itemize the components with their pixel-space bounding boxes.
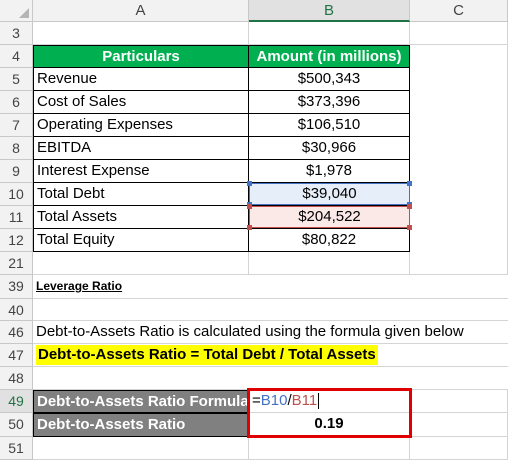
ref-handle[interactable] [407,225,412,230]
description-cell[interactable]: Debt-to-Assets Ratio is calculated using… [33,321,508,344]
row-header[interactable]: 4 [0,45,33,68]
row-header[interactable]: 12 [0,229,33,252]
cell[interactable] [410,45,508,252]
row-header[interactable]: 9 [0,160,33,183]
row-header[interactable]: 10 [0,183,33,206]
cell[interactable] [249,437,410,460]
cell[interactable] [410,22,508,45]
table-header-particulars[interactable]: Particulars [33,45,249,68]
formula-divide: / [287,392,292,409]
formula-reference-b11 [249,206,410,228]
table-cell-value[interactable]: $106,510 [248,113,410,137]
column-header-a[interactable]: A [33,0,249,22]
select-all-corner[interactable] [0,0,33,22]
row-header[interactable]: 5 [0,68,33,91]
section-title-cell[interactable]: Leverage Ratio [33,275,508,299]
table-cell-value[interactable]: $1,978 [248,159,410,183]
result-label-cell[interactable]: Debt-to-Assets Ratio [33,413,249,437]
section-title: Leverage Ratio [36,279,123,293]
ref-handle[interactable] [407,181,412,186]
formula-equals: = [252,392,261,409]
row-header[interactable]: 49 [0,390,33,413]
cell[interactable] [33,367,508,390]
table-cell-label[interactable]: EBITDA [33,136,249,160]
row-header[interactable]: 11 [0,206,33,229]
table-cell-value[interactable]: $80,822 [248,228,410,252]
cell[interactable] [410,252,508,275]
formula-input-cell[interactable]: =B10/B11 [249,390,410,413]
row-header[interactable]: 47 [0,344,33,367]
cell[interactable] [410,390,508,413]
cell[interactable] [33,437,249,460]
ref-handle[interactable] [247,181,252,186]
row-header[interactable]: 21 [0,252,33,275]
row-header[interactable]: 7 [0,114,33,137]
row-header[interactable]: 8 [0,137,33,160]
text-cursor [318,393,320,410]
column-header-b[interactable]: B [249,0,410,22]
column-header-c[interactable]: C [410,0,508,22]
cell[interactable] [33,252,249,275]
table-cell-label[interactable]: Total Debt [33,182,249,206]
cell[interactable] [249,22,410,45]
table-header-amount[interactable]: Amount (in millions) [248,45,410,68]
cell[interactable] [249,252,410,275]
formula-highlight-text: Debt-to-Assets Ratio = Total Debt / Tota… [36,345,378,365]
table-cell-label[interactable]: Interest Expense [33,159,249,183]
table-cell-value-overlay: $39,040 [302,185,357,202]
row-header[interactable]: 39 [0,275,33,299]
row-header[interactable]: 50 [0,413,33,437]
formula-ref-b11: B11 [291,392,318,409]
table-cell-value[interactable]: $30,966 [248,136,410,160]
cell[interactable] [33,299,508,321]
formula-text-cell[interactable]: Debt-to-Assets Ratio = Total Debt / Tota… [33,344,508,367]
table-cell-label[interactable]: Cost of Sales [33,90,249,114]
table-cell-value[interactable]: $500,343 [248,67,410,91]
cell[interactable] [410,413,508,437]
formula-label-cell[interactable]: Debt-to-Assets Ratio Formula [33,390,249,413]
row-header[interactable]: 46 [0,321,33,344]
table-cell-label[interactable]: Operating Expenses [33,113,249,137]
row-header[interactable]: 48 [0,367,33,390]
table-cell-label[interactable]: Total Equity [33,228,249,252]
cell[interactable] [410,437,508,460]
table-cell-value[interactable]: $373,396 [248,90,410,114]
ref-handle[interactable] [407,204,412,209]
result-value-cell[interactable]: 0.19 [249,413,410,437]
cell[interactable] [33,22,249,45]
table-cell-label[interactable]: Revenue [33,67,249,91]
formula-ref-b10: B10 [260,392,288,409]
table-cell-value-overlay: $204,522 [298,208,361,225]
ref-handle[interactable] [247,225,252,230]
table-cell-label[interactable]: Total Assets [33,205,249,229]
row-header[interactable]: 6 [0,91,33,114]
row-header[interactable]: 40 [0,299,33,321]
row-header[interactable]: 51 [0,437,33,460]
row-header[interactable]: 3 [0,22,33,45]
ref-handle[interactable] [247,204,252,209]
formula-reference-b10 [249,183,410,205]
